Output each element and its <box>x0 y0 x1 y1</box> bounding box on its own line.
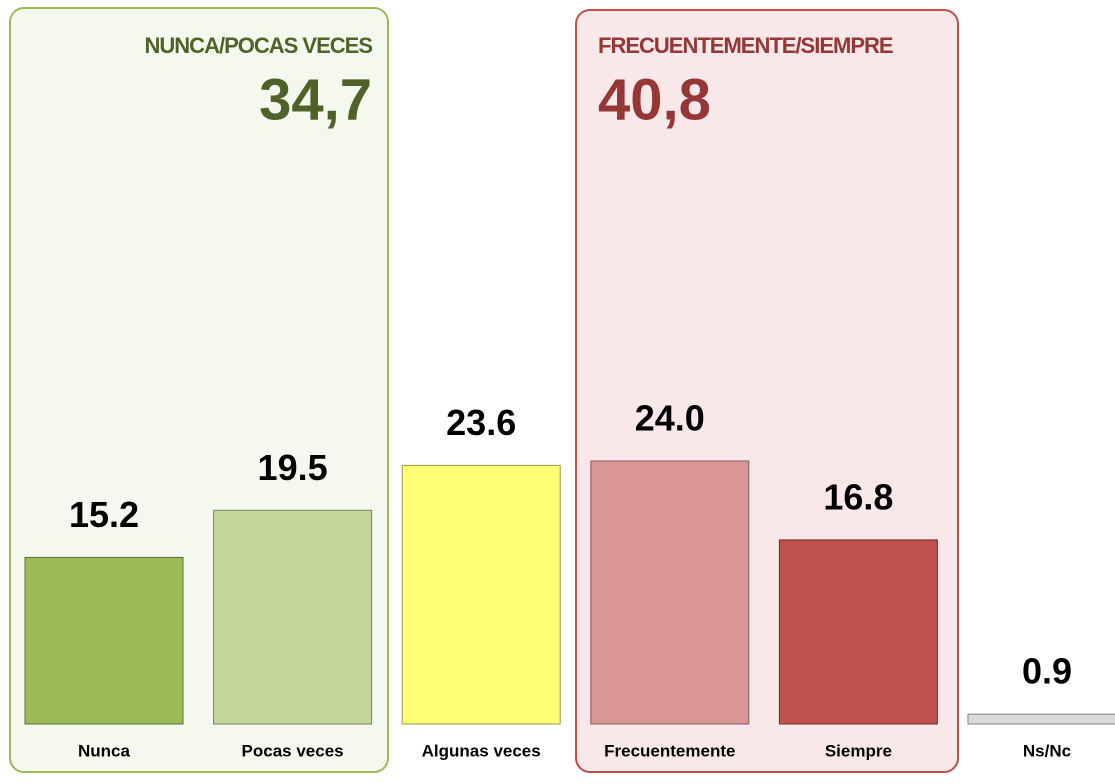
x-tick-label: Ns/Nc <box>1023 741 1071 760</box>
value-label: 24.0 <box>635 398 705 439</box>
x-tick-label: Siempre <box>825 741 892 760</box>
value-label: 19.5 <box>258 447 328 488</box>
bar <box>778 539 938 725</box>
x-tick-label: Algunas veces <box>422 741 541 760</box>
value-label: 16.8 <box>823 476 893 517</box>
x-tick-label: Pocas veces <box>242 741 344 760</box>
value-label: 15.2 <box>69 494 139 535</box>
group-total: 40,8 <box>598 67 711 132</box>
bar <box>213 509 373 725</box>
bar <box>24 556 184 725</box>
value-label: 0.9 <box>1022 651 1072 692</box>
bar <box>401 464 561 725</box>
bar <box>590 460 750 725</box>
x-tick-label: Nunca <box>78 741 131 760</box>
value-label: 23.6 <box>446 402 516 443</box>
group-total: 34,7 <box>259 67 372 132</box>
group-title: NUNCA/POCAS VECES <box>145 33 373 58</box>
x-tick-label: Frecuentemente <box>604 741 735 760</box>
group-title: FRECUENTEMENTE/SIEMPRE <box>598 33 893 58</box>
bar <box>967 713 1115 725</box>
